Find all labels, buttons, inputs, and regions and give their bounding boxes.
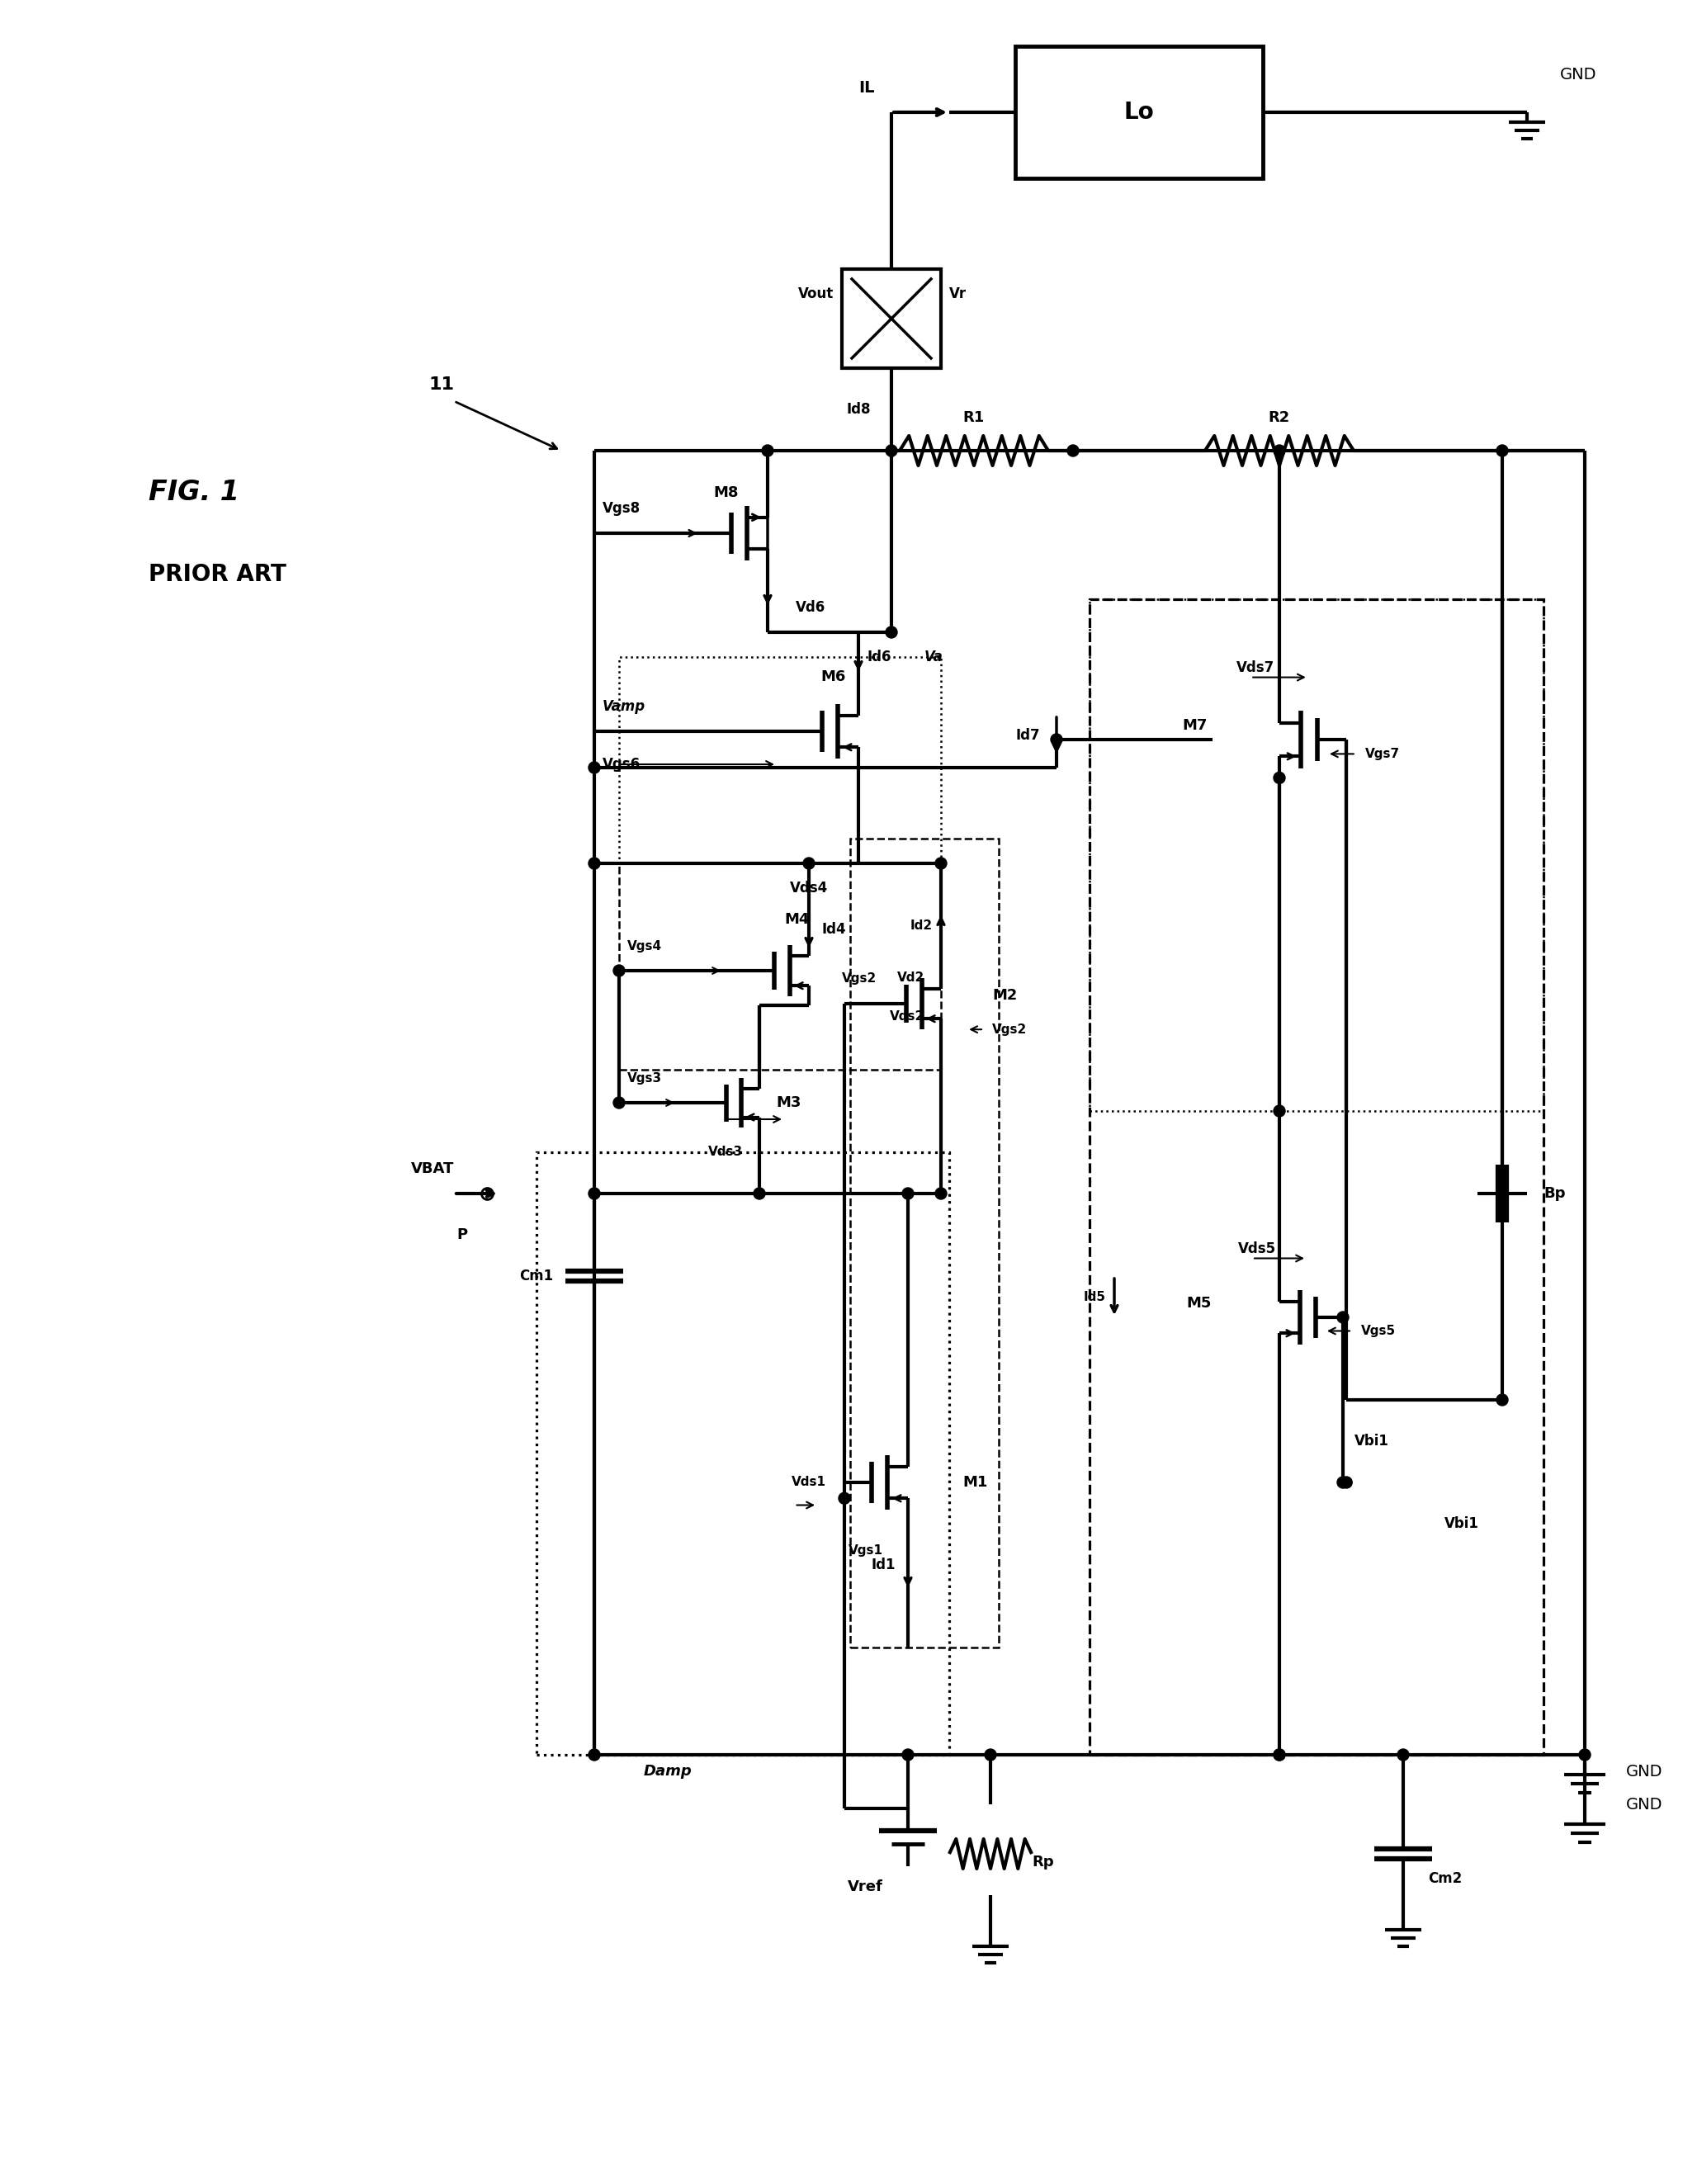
Text: Vref: Vref bbox=[847, 1880, 884, 1894]
Text: Vr: Vr bbox=[949, 286, 966, 301]
Text: R2: R2 bbox=[1267, 411, 1289, 426]
Text: Cm2: Cm2 bbox=[1427, 1872, 1461, 1887]
Circle shape bbox=[985, 1749, 996, 1760]
Circle shape bbox=[885, 627, 897, 638]
Text: M5: M5 bbox=[1185, 1297, 1210, 1310]
Circle shape bbox=[838, 1492, 850, 1505]
Text: Vgs3: Vgs3 bbox=[628, 1072, 661, 1083]
Circle shape bbox=[761, 446, 772, 456]
Text: VBAT: VBAT bbox=[411, 1162, 454, 1177]
Text: Vgs5: Vgs5 bbox=[1360, 1326, 1395, 1337]
Bar bbox=[1015, 46, 1262, 179]
Circle shape bbox=[1336, 1313, 1348, 1324]
Text: Vgs8: Vgs8 bbox=[603, 500, 640, 515]
Bar bbox=[1089, 598, 1543, 1112]
Circle shape bbox=[589, 1749, 599, 1760]
Circle shape bbox=[1272, 446, 1284, 456]
Circle shape bbox=[589, 858, 599, 869]
Circle shape bbox=[613, 965, 624, 976]
Text: M4: M4 bbox=[784, 911, 810, 926]
Circle shape bbox=[1579, 1749, 1590, 1760]
Text: Vds5: Vds5 bbox=[1237, 1243, 1276, 1256]
Circle shape bbox=[1340, 1476, 1351, 1487]
Circle shape bbox=[1496, 1393, 1508, 1406]
Text: Vd6: Vd6 bbox=[794, 601, 825, 616]
Text: Id6: Id6 bbox=[867, 649, 890, 664]
Circle shape bbox=[589, 762, 599, 773]
Circle shape bbox=[1336, 1476, 1348, 1487]
Text: IL: IL bbox=[858, 79, 873, 96]
Text: 11: 11 bbox=[429, 376, 454, 393]
Circle shape bbox=[902, 1188, 914, 1199]
Text: FIG. 1: FIG. 1 bbox=[148, 478, 239, 505]
Text: GND: GND bbox=[1626, 1797, 1663, 1813]
Text: PRIOR ART: PRIOR ART bbox=[148, 563, 286, 585]
Text: GND: GND bbox=[1626, 1762, 1663, 1780]
Circle shape bbox=[885, 446, 897, 456]
Text: Vgs7: Vgs7 bbox=[1365, 747, 1400, 760]
Text: Vds3: Vds3 bbox=[709, 1147, 742, 1158]
Text: M3: M3 bbox=[776, 1096, 801, 1109]
Text: Vgs2: Vgs2 bbox=[842, 972, 877, 985]
Text: M2: M2 bbox=[991, 987, 1017, 1002]
Text: Vgs2: Vgs2 bbox=[991, 1024, 1027, 1035]
Text: Id5: Id5 bbox=[1084, 1291, 1106, 1304]
Bar bbox=[850, 839, 998, 1647]
Text: Cm1: Cm1 bbox=[518, 1269, 552, 1284]
Text: Id2: Id2 bbox=[911, 919, 932, 930]
Text: Vbi1: Vbi1 bbox=[1355, 1433, 1388, 1448]
Circle shape bbox=[902, 1749, 914, 1760]
Circle shape bbox=[1272, 1749, 1284, 1760]
Circle shape bbox=[1272, 773, 1284, 784]
Text: Vds2: Vds2 bbox=[889, 1011, 924, 1022]
Circle shape bbox=[1050, 734, 1062, 745]
Text: Rp: Rp bbox=[1032, 1854, 1054, 1870]
Circle shape bbox=[1272, 1105, 1284, 1116]
Text: Va: Va bbox=[924, 649, 942, 664]
Circle shape bbox=[934, 858, 946, 869]
Text: Vd2: Vd2 bbox=[897, 972, 924, 985]
Bar bbox=[1089, 598, 1543, 1754]
Circle shape bbox=[613, 1096, 624, 1109]
Text: P: P bbox=[456, 1227, 468, 1243]
Text: M6: M6 bbox=[821, 670, 847, 684]
Text: Vgs4: Vgs4 bbox=[628, 939, 661, 952]
Bar bbox=[842, 269, 941, 369]
Text: GND: GND bbox=[1558, 68, 1595, 83]
Circle shape bbox=[1067, 446, 1079, 456]
Circle shape bbox=[754, 1188, 764, 1199]
Bar bbox=[619, 657, 941, 863]
Text: Vbi1: Vbi1 bbox=[1444, 1516, 1478, 1531]
Text: R1: R1 bbox=[963, 411, 985, 426]
Text: Vgs6: Vgs6 bbox=[603, 758, 640, 771]
Text: Vout: Vout bbox=[798, 286, 833, 301]
Text: M1: M1 bbox=[963, 1474, 986, 1489]
Circle shape bbox=[589, 1188, 599, 1199]
Circle shape bbox=[1272, 1749, 1284, 1760]
Text: M8: M8 bbox=[714, 485, 739, 500]
Bar bbox=[619, 863, 941, 1070]
Text: Damp: Damp bbox=[643, 1765, 692, 1778]
Circle shape bbox=[1397, 1749, 1409, 1760]
Text: Id7: Id7 bbox=[1015, 727, 1040, 743]
Text: Lo: Lo bbox=[1123, 100, 1153, 124]
Circle shape bbox=[803, 858, 815, 869]
Bar bbox=[537, 1153, 949, 1754]
Text: Vds7: Vds7 bbox=[1235, 660, 1274, 675]
Text: Id8: Id8 bbox=[847, 402, 870, 417]
Text: Vds1: Vds1 bbox=[791, 1476, 826, 1489]
Text: Vamp: Vamp bbox=[603, 699, 645, 714]
Circle shape bbox=[1496, 446, 1508, 456]
Text: Bp: Bp bbox=[1543, 1186, 1565, 1201]
Text: Vgs1: Vgs1 bbox=[848, 1544, 884, 1557]
Text: Vds4: Vds4 bbox=[789, 880, 828, 895]
Text: M7: M7 bbox=[1181, 719, 1207, 732]
Text: Id4: Id4 bbox=[821, 922, 845, 937]
Text: Id1: Id1 bbox=[870, 1557, 895, 1572]
Circle shape bbox=[934, 1188, 946, 1199]
